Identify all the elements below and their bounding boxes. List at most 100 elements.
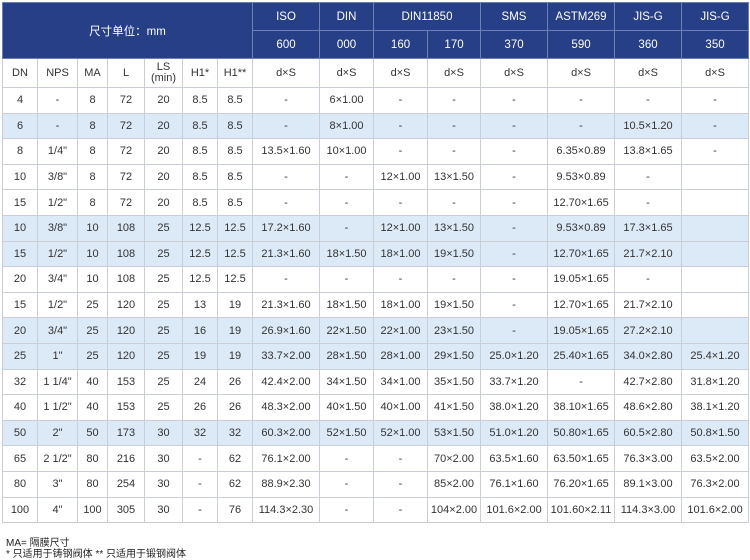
column-header: MA [77, 58, 108, 88]
table-cell: 88.9×2.30 [252, 470, 321, 498]
table-cell: 25 [144, 394, 183, 421]
table-cell: 60.3×2.00 [252, 419, 321, 447]
table-cell: 8.5 [216, 163, 254, 191]
table-cell: - [182, 445, 218, 472]
table-cell: 12.5 [216, 214, 254, 242]
table-cell: 26.9×1.60 [252, 317, 321, 344]
table-cell: 25.4×1.20 [681, 342, 750, 370]
table-cell: 19×1.50 [427, 291, 482, 319]
table-cell: 120 [107, 291, 145, 319]
table-cell: 38.10×1.65 [547, 394, 616, 421]
table-cell: 72 [107, 189, 145, 216]
table-cell: 70×2.00 [427, 445, 482, 472]
table-cell: 30 [144, 445, 183, 472]
table-cell: - [373, 112, 429, 140]
table-cell: 8 [77, 112, 108, 140]
table-cell: 85×2.00 [427, 470, 482, 498]
table-cell: 1/4" [37, 138, 78, 165]
table-cell: - [427, 266, 482, 293]
table-cell: 20 [144, 138, 183, 165]
table-cell: 63.5×1.60 [480, 445, 549, 472]
standard-codes-row: 600 000 160 170 370 590 360 350 [3, 30, 750, 59]
table-cell: 29×1.50 [427, 342, 482, 370]
table-cell: 8 [77, 138, 108, 165]
table-cell: 12.5 [182, 266, 218, 293]
table-cell: 8.5 [216, 138, 254, 165]
table-cell: 19.05×1.65 [547, 317, 616, 344]
table-cell: 18×1.50 [319, 291, 375, 319]
table-cell [681, 163, 750, 191]
table-cell [681, 214, 750, 242]
table-cell: 10 [77, 214, 108, 242]
table-row: 100 4" 100 305 30-76 114.3×2.30- -104×2.00 101.… [2, 496, 750, 524]
column-header: d×S [427, 58, 482, 88]
table-row: 40 1 1/2" 40 153 25 26 26 48.3×2.00 40×1.50 40×1.… [2, 394, 750, 421]
table-cell: - [480, 266, 549, 293]
standard-code: 170 [427, 30, 482, 59]
table-cell: 51.0×1.20 [480, 419, 549, 447]
table-cell: 15 [2, 189, 38, 216]
table-cell: 8.5 [182, 189, 218, 216]
table-cell: 10 [2, 163, 38, 191]
table-cell: 32 [216, 419, 254, 447]
standard-code: 360 [614, 30, 683, 59]
table-cell: 52×1.50 [319, 419, 375, 447]
table-cell: 108 [107, 214, 145, 242]
table-cell: 20 [2, 266, 38, 293]
table-cell: 4" [37, 496, 78, 524]
table-cell: 8.5 [182, 138, 218, 165]
table-cell: 18×1.50 [319, 240, 375, 268]
table-cell: 19 [216, 291, 254, 319]
table-cell: - [614, 189, 683, 216]
table-cell: 31.8×1.20 [681, 368, 750, 396]
table-cell: - [252, 266, 321, 293]
column-header: LS (min) [144, 58, 183, 88]
standard-header: JIS-G [614, 2, 683, 31]
standard-header: ASTM269 [547, 2, 616, 31]
table-cell: 20 [2, 317, 38, 344]
table-cell: 1/2" [37, 291, 78, 319]
table-cell: 1/2" [37, 189, 78, 216]
table-cell: - [480, 112, 549, 140]
table-cell: 26 [216, 368, 254, 396]
table-cell: 72 [107, 112, 145, 140]
table-cell: - [547, 368, 616, 396]
table-cell: - [182, 470, 218, 498]
table-cell: 2" [37, 419, 78, 447]
table-cell: 40×1.00 [373, 394, 429, 421]
table-cell: 72 [107, 163, 145, 191]
table-cell: - [373, 445, 429, 472]
table-cell: 42.4×2.00 [252, 368, 321, 396]
table-cell: 25 [144, 240, 183, 268]
table-cell: 42.7×2.80 [614, 368, 683, 396]
column-header: d×S [373, 58, 429, 88]
table-cell: 80 [2, 470, 38, 498]
table-cell: 13.5×1.60 [252, 138, 321, 165]
table-cell: 72 [107, 138, 145, 165]
table-cell: - [427, 189, 482, 216]
legend-line-ma: MA= 隔膜尺寸 [6, 538, 70, 549]
table-cell: 25 [144, 291, 183, 319]
table-cell: 19.05×1.65 [547, 266, 616, 293]
table-cell: 3/4" [37, 266, 78, 293]
table-cell: 21.7×2.10 [614, 291, 683, 319]
table-cell: 25 [144, 266, 183, 293]
table-cell: 26 [182, 394, 218, 421]
table-cell: 153 [107, 368, 145, 396]
table-cell: 17.3×1.65 [614, 214, 683, 242]
table-cell: 76.20×1.65 [547, 470, 616, 498]
table-cell: 62 [216, 445, 254, 472]
table-cell: - [252, 163, 321, 191]
table-cell: - [319, 445, 375, 472]
table-cell: 48.3×2.00 [252, 394, 321, 421]
table-cell: 305 [107, 496, 145, 524]
table-cell: - [614, 163, 683, 191]
table-cell: 60.5×2.80 [614, 419, 683, 447]
table-cell: 53×1.50 [427, 419, 482, 447]
table-cell: 12.5 [182, 214, 218, 242]
table-cell: 216 [107, 445, 145, 472]
column-header: d×S [252, 58, 321, 88]
standard-header: SMS [480, 2, 549, 31]
table-cell: 1/2" [37, 240, 78, 268]
